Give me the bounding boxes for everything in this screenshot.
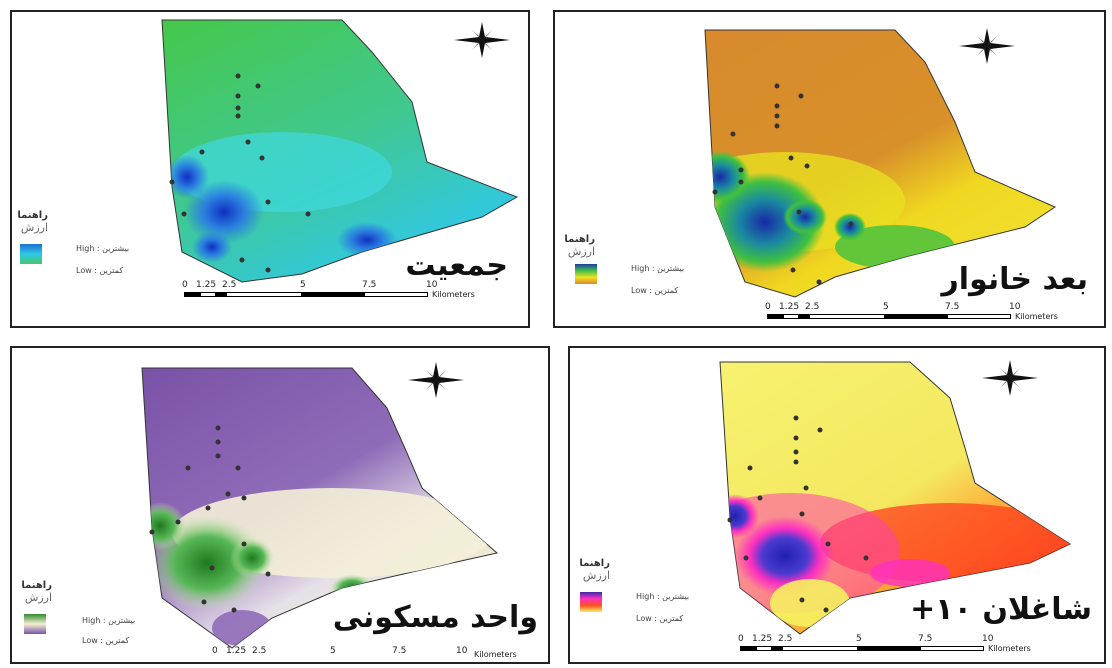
legend-low-label: Low : کمترین: [76, 266, 124, 275]
sample-points: [712, 83, 854, 285]
legend-high-label: High : بیشترین: [636, 592, 690, 601]
legend: راهنما ارزش High : بیشترین Low : کمترین: [16, 210, 129, 275]
legend-subtitle: ارزش: [567, 245, 595, 258]
legend-low-label: Low : کمترین: [82, 636, 130, 645]
compass-rose-icon: [408, 362, 464, 398]
map-title: بعد خانوار: [941, 262, 1088, 297]
legend-swatch: [20, 244, 42, 264]
legend-title: راهنما: [21, 580, 52, 591]
sample-points: [169, 73, 311, 273]
legend-subtitle: ارزش: [582, 569, 610, 582]
scale-bar: 0 1.25 2.5 5 7.5 10 Kilometers: [738, 634, 1031, 653]
legend-swatch: [24, 614, 46, 634]
legend-subtitle: ارزش: [24, 591, 52, 604]
map-population: [161, 19, 519, 283]
map-title: شاغلان ۱۰+: [910, 592, 1092, 627]
legend-title: راهنما: [579, 558, 610, 569]
map-panel-population: جمعیت راهنما ارزش High : بیشترین Low : ک…: [10, 10, 530, 328]
sample-points: [727, 415, 869, 613]
scale-bar: 0 1.25 2.5 5 7.5 10 Kilometers: [212, 646, 517, 659]
compass-rose-icon: [982, 360, 1038, 396]
map-title: واحد مسکونی: [332, 600, 538, 635]
map-panel-housing-units: واحد مسکونی راهنما ارزش High : بیشترین L…: [10, 346, 550, 664]
map-household-size: [704, 28, 1057, 298]
legend-high-label: High : بیشترین: [82, 616, 136, 625]
legend-subtitle: ارزش: [20, 221, 48, 234]
legend-high-label: High : بیشترین: [76, 244, 130, 253]
legend: راهنما ارزش High : بیشترین Low : کمترین: [561, 234, 684, 295]
legend: راهنما ارزش High : بیشترین Low : کمترین: [576, 558, 689, 623]
sample-points: [149, 425, 271, 613]
legend-low-label: Low : کمترین: [636, 614, 684, 623]
legend-title: راهنما: [17, 210, 48, 221]
compass-rose-icon: [959, 28, 1015, 64]
map-panel-household-size: بعد خانوار راهنما ارزش High : بیشترین Lo…: [553, 10, 1106, 328]
legend-high-label: High : بیشترین: [631, 264, 685, 273]
legend-low-label: Low : کمترین: [631, 286, 679, 295]
map-housing-units: [141, 362, 499, 649]
legend: راهنما ارزش High : بیشترین Low : کمترین: [18, 580, 135, 645]
scale-bar: 0 1.25 2.5 5 7.5 10 Kilometers: [182, 280, 475, 299]
map-title: جمعیت: [405, 248, 508, 283]
scale-bar: 0 1.25 2.5 5 7.5 10 Kilometers: [765, 302, 1058, 321]
legend-title: راهنما: [564, 234, 595, 245]
map-panel-employed-10plus: شاغلان ۱۰+ راهنما ارزش High : بیشترین Lo…: [568, 346, 1106, 664]
map-employed-10plus: [719, 360, 1072, 635]
legend-swatch: [580, 592, 602, 612]
legend-swatch: [575, 264, 597, 284]
compass-rose-icon: [454, 22, 510, 58]
